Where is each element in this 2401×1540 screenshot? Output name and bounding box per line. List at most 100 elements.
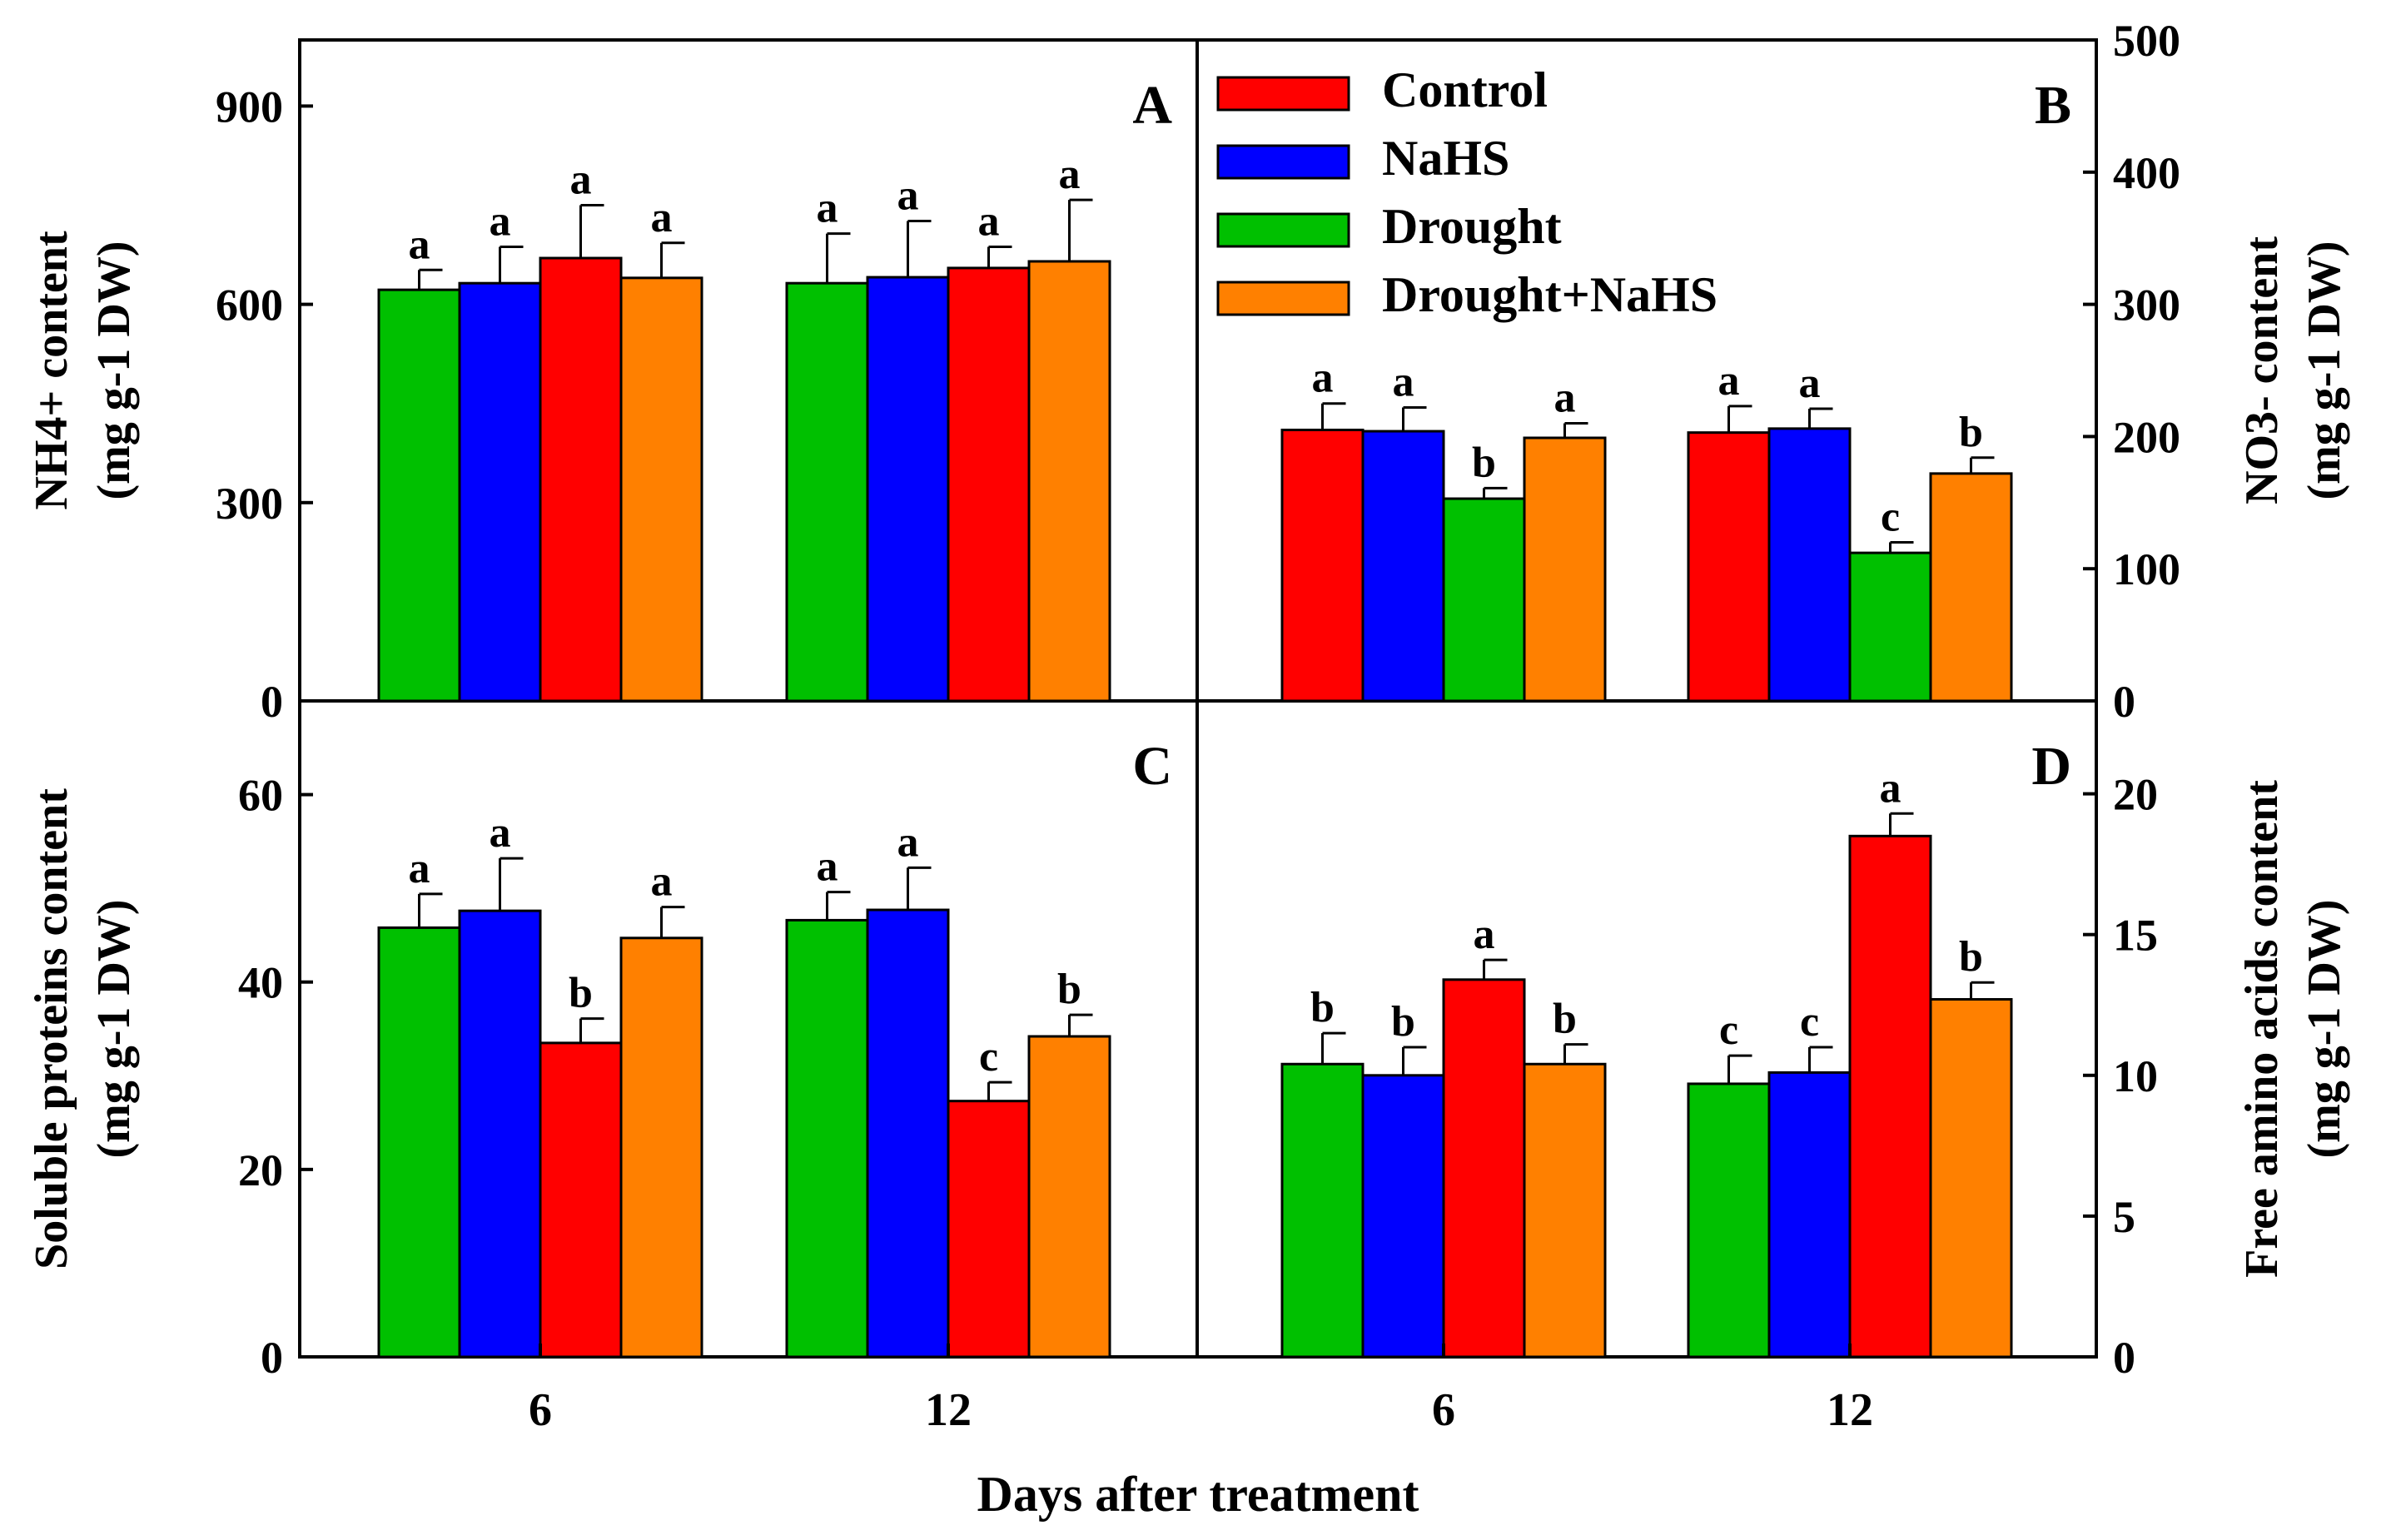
legend-swatch [1216, 281, 1350, 316]
y-tick-label: 15 [2113, 911, 2158, 961]
significance-letter: c [1881, 493, 1900, 540]
x-tick-label: 6 [529, 1384, 552, 1436]
y-tick-label: 0 [2113, 677, 2135, 727]
significance-letter: a [409, 845, 430, 892]
bar [1848, 834, 1932, 1359]
significance-letter: a [490, 198, 511, 246]
y-tick-label: 900 [216, 82, 283, 132]
x-tick-label: 12 [925, 1384, 972, 1436]
significance-letter: b [1391, 998, 1415, 1046]
bar [1687, 431, 1771, 703]
y-tick-label: 200 [2113, 412, 2180, 462]
significance-letter: a [978, 198, 1000, 246]
significance-letter: a [1554, 375, 1576, 422]
y-tick-label: 40 [238, 958, 283, 1008]
significance-letter: a [409, 221, 430, 268]
y-tick-label: 100 [2113, 544, 2180, 594]
significance-letter: a [1799, 360, 1821, 407]
panel-label: B [2035, 75, 2071, 136]
significance-letter: c [979, 1033, 998, 1080]
bar [1687, 1082, 1771, 1359]
significance-letter: a [897, 172, 919, 220]
bar [785, 918, 869, 1359]
panel-label: C [1132, 736, 1172, 797]
bar [458, 909, 542, 1359]
legend-swatch [1216, 144, 1350, 180]
y-tick-label: 20 [2113, 770, 2158, 820]
y-tick-label: 0 [261, 1333, 283, 1383]
legend-label: Control [1382, 62, 1548, 117]
bar [1027, 1035, 1111, 1359]
y-tick-label: 300 [216, 479, 283, 529]
y-axis-title-units: (mg g-1 DW) [2299, 241, 2350, 499]
legend: Control NaHS Drought Drought+NaHS [1216, 62, 1717, 322]
significance-letter: a [651, 194, 673, 241]
bar [866, 276, 950, 703]
y-axis-title-units: (mg g-1 DW) [88, 899, 140, 1158]
y-axis-title: NO3- content [2236, 236, 2288, 504]
bar [947, 266, 1031, 703]
bar [947, 1100, 1031, 1359]
panel-b: 0 100 200 300 400 500 a a a a b c a b B NO3- content (mg… [1280, 16, 2350, 727]
panel-d: 0 5 10 15 20 b c b c a a b b D Free amino acids conten… [1280, 736, 2350, 1436]
panel-label: D [2031, 736, 2071, 797]
significance-letter: a [1718, 357, 1740, 405]
bar [1929, 472, 2013, 703]
significance-letter: b [569, 970, 593, 1017]
significance-letter: a [490, 809, 511, 857]
significance-letter: c [1719, 1006, 1738, 1054]
panel-a: 0 300 600 900 a a a a a a a a A NH4+ content (mg g-1 D… [26, 75, 1172, 727]
panel-label: A [1132, 75, 1172, 136]
x-axis-title: Days after treatment [977, 1467, 1419, 1522]
bar [619, 936, 703, 1359]
y-tick-label: 500 [2113, 16, 2180, 66]
significance-letter: a [817, 843, 838, 891]
significance-letter: a [897, 818, 919, 866]
significance-letter: a [1312, 355, 1334, 402]
y-tick-label: 5 [2113, 1192, 2135, 1242]
significance-letter: a [1059, 151, 1081, 198]
bar [1848, 551, 1932, 703]
bar [785, 281, 869, 703]
significance-letter: b [1472, 439, 1496, 486]
significance-letter: b [1553, 996, 1577, 1043]
significance-letter: b [1959, 933, 1983, 981]
significance-letter: b [1310, 984, 1335, 1031]
bar [1929, 997, 2013, 1359]
x-tick-label: 6 [1432, 1384, 1455, 1436]
legend-swatch [1216, 212, 1350, 248]
bar [1442, 497, 1526, 703]
bar [866, 908, 950, 1359]
bar [1442, 978, 1526, 1359]
y-tick-label: 10 [2113, 1051, 2158, 1101]
bar [1767, 427, 1852, 703]
y-tick-label: 60 [238, 771, 283, 821]
y-axis-title: Soluble proteins content [26, 788, 77, 1269]
bar [1280, 1062, 1365, 1359]
significance-letter: a [570, 156, 592, 204]
legend-label: NaHS [1382, 131, 1509, 186]
significance-letter: a [1474, 911, 1495, 958]
significance-letter: b [1057, 966, 1081, 1013]
significance-letter: a [1393, 358, 1414, 405]
panel-c: 0 20 40 60 a a a a b c a b C Soluble proteins content… [26, 736, 1172, 1436]
bar [1523, 1062, 1607, 1359]
legend-label: Drought [1382, 199, 1562, 254]
bar [1361, 1074, 1445, 1359]
bar [539, 256, 623, 703]
y-axis-title-units: (mg g-1 DW) [2299, 899, 2350, 1158]
bar [1523, 436, 1607, 703]
bar [458, 281, 542, 703]
significance-letter: a [651, 858, 673, 906]
y-tick-label: 0 [261, 677, 283, 727]
bar [1280, 428, 1365, 703]
y-axis-title-units: (mg g-1 DW) [88, 241, 140, 499]
y-tick-label: 300 [2113, 281, 2180, 330]
y-axis-title: NH4+ content [26, 231, 77, 510]
significance-letter: c [1800, 998, 1819, 1046]
bar [377, 926, 461, 1359]
y-tick-label: 400 [2113, 148, 2180, 198]
bar [1361, 430, 1445, 703]
bar [1027, 260, 1111, 703]
